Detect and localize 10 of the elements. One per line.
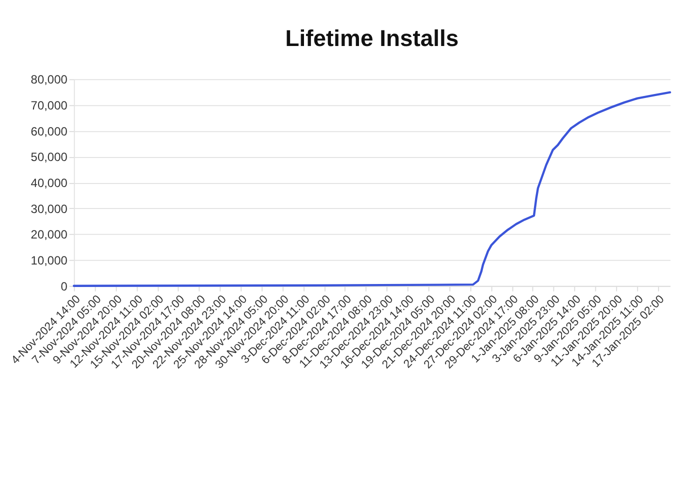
y-tick-label: 0 — [60, 279, 68, 294]
y-tick-label: 40,000 — [30, 176, 68, 190]
y-tick-label: 80,000 — [30, 72, 68, 87]
y-tick-label: 50,000 — [30, 150, 68, 164]
y-tick-label: 10,000 — [30, 254, 68, 268]
y-tick-label: 30,000 — [30, 202, 68, 216]
y-tick-label: 20,000 — [30, 228, 68, 242]
chart-title: Lifetime Installs — [285, 25, 459, 52]
y-tick-label: 70,000 — [30, 98, 68, 112]
y-tick-label: 60,000 — [30, 124, 68, 138]
